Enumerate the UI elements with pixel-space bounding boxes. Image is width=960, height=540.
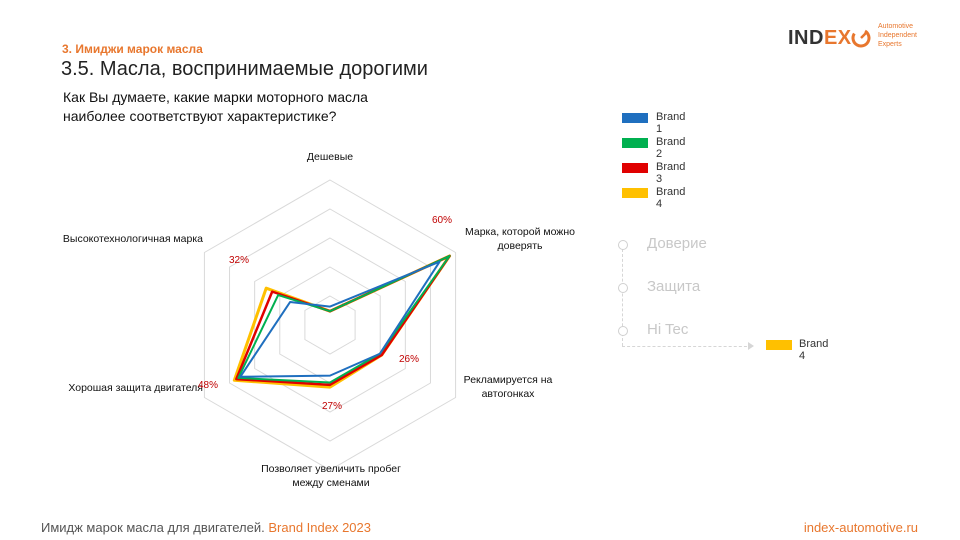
survey-question: Как Вы думаете, какие марки моторного ма… xyxy=(63,89,368,124)
radar-grid-ring xyxy=(229,208,431,442)
axis-label: автогонках xyxy=(482,388,536,400)
logo-subtitle: Automotive Independent Experts xyxy=(878,23,917,48)
filter-option-label: Защита xyxy=(647,278,701,295)
radio-icon xyxy=(618,326,628,336)
section-title: 3. Имиджи марок масла xyxy=(62,42,203,56)
brand-swatch xyxy=(766,340,792,350)
axis-label: доверять xyxy=(498,240,543,252)
legend-label: Brand 4 xyxy=(656,186,686,210)
filter-connector xyxy=(622,249,623,346)
series-line-brand-1 xyxy=(239,260,441,378)
data-label: 32% xyxy=(229,255,249,266)
axis-label: Дешевые xyxy=(307,151,353,163)
selected-brand-label: Brand 4 xyxy=(799,338,829,362)
radio-icon xyxy=(618,283,628,293)
axis-label: Марка, которой можно xyxy=(465,226,575,238)
radio-icon xyxy=(618,240,628,250)
axis-label: Позволяет увеличить пробег xyxy=(261,463,401,475)
legend-swatch xyxy=(622,188,648,198)
radar-grid-ring xyxy=(254,237,406,413)
legend-swatch xyxy=(622,138,648,148)
legend-label: Brand 3 xyxy=(656,161,686,185)
legend-swatch xyxy=(622,113,648,123)
page-title: 3.5. Масла, воспринимаемые дорогими xyxy=(61,58,428,80)
legend-label: Brand 2 xyxy=(656,136,686,160)
filter-option-label: Hi Tec xyxy=(647,321,689,338)
filter-option-label: Доверие xyxy=(647,235,707,252)
radar-grid-ring xyxy=(304,295,356,355)
legend-swatch xyxy=(622,163,648,173)
axis-label: Хорошая защита двигателя xyxy=(68,382,203,394)
logo-word: INDEX xyxy=(788,27,852,49)
radar-grid-ring xyxy=(203,179,457,471)
data-label: 48% xyxy=(198,380,218,391)
gauge-icon xyxy=(851,28,871,48)
index-logo: INDEX Automotive Independent Experts xyxy=(788,22,938,54)
axis-label: между сменами xyxy=(292,477,369,489)
axis-label: Рекламируется на xyxy=(464,374,553,386)
data-label: 26% xyxy=(399,354,419,365)
footer-website-link[interactable]: index-automotive.ru xyxy=(803,520,918,535)
data-label: 27% xyxy=(322,401,342,412)
series-line-brand-4 xyxy=(232,254,452,389)
filter-connector-horizontal xyxy=(622,346,752,347)
arrow-right-icon xyxy=(748,342,754,350)
axis-label: Высокотехнологичная марка xyxy=(63,233,203,245)
series-line-brand-3 xyxy=(235,254,451,387)
legend-label: Brand 1 xyxy=(656,111,686,135)
footer-caption: Имидж марок масла для двигателей. Brand … xyxy=(41,520,371,535)
series-line-brand-2 xyxy=(237,254,451,384)
data-label: 60% xyxy=(432,215,452,226)
